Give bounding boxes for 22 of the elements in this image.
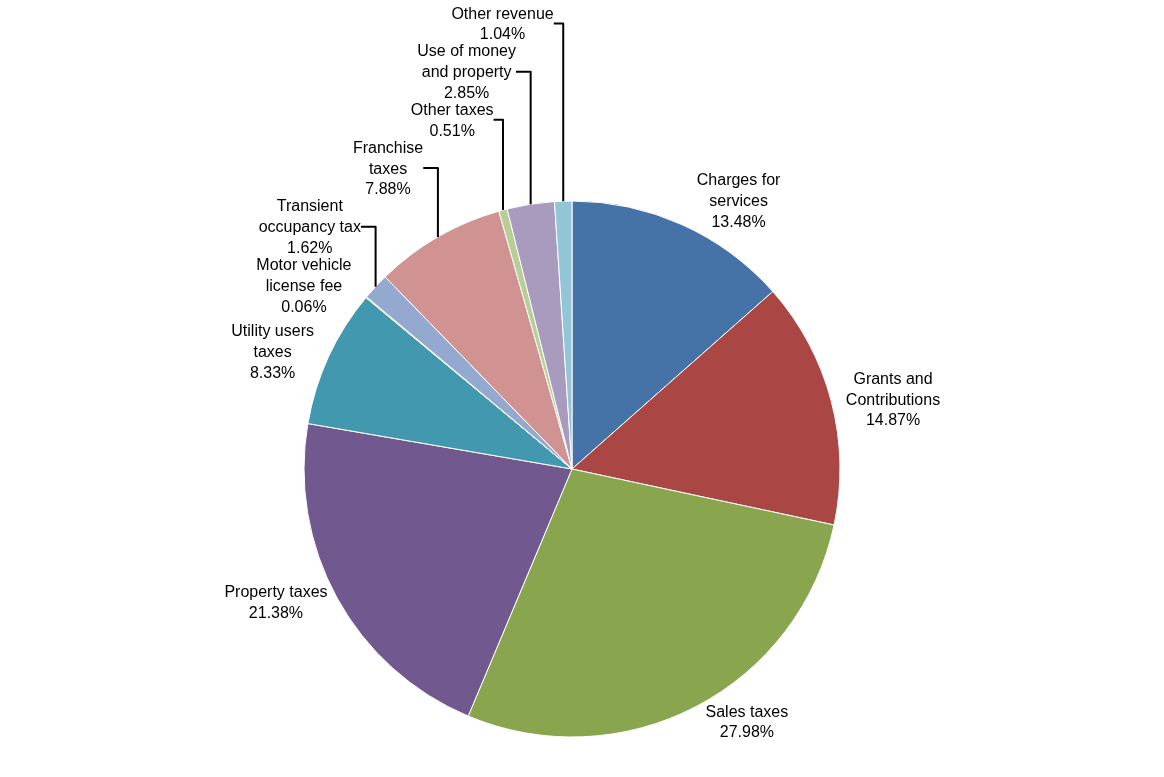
- slice-label: Franchise taxes: [352, 138, 424, 177]
- data-label: 0.06%: [281, 297, 327, 315]
- data-label: 21.38%: [248, 604, 304, 622]
- slice-label: Grants and Contributions: [845, 369, 941, 408]
- slice-label: Other revenue: [451, 4, 554, 22]
- data-label: 7.88%: [365, 180, 411, 198]
- slice-label: Transient occupancy tax: [258, 197, 361, 236]
- data-label: 27.98%: [719, 723, 775, 741]
- data-label: 13.48%: [711, 212, 766, 230]
- data-label: 8.33%: [249, 363, 296, 381]
- slice-label: Sales taxes: [705, 702, 789, 720]
- data-label: 1.04%: [479, 25, 526, 43]
- data-label: 0.51%: [429, 121, 475, 139]
- slice-label: Other taxes: [410, 100, 494, 118]
- slice-label: Charges for services: [696, 171, 782, 209]
- data-label: 14.87%: [865, 411, 921, 429]
- data-label: 1.62%: [287, 238, 333, 256]
- data-label: 2.85%: [443, 83, 490, 101]
- slice-label: Use of money and property: [417, 42, 517, 81]
- slice-label: Property taxes: [224, 583, 328, 601]
- slice-label: Utility users taxes: [231, 322, 314, 361]
- slice-label: Motor vehicle license fee: [256, 255, 352, 294]
